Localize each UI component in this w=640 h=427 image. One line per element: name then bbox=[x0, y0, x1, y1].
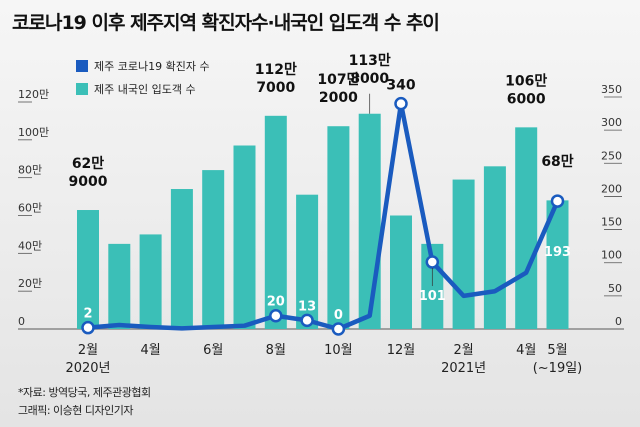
left-axis-tick-label: 120만 bbox=[18, 88, 49, 101]
line-data-label: 20 bbox=[267, 295, 285, 310]
bar bbox=[358, 113, 381, 329]
bar bbox=[390, 215, 412, 329]
line-data-label: 2 bbox=[83, 307, 92, 322]
left-axis-tick-label: 60만 bbox=[18, 202, 42, 215]
bar-data-label: 9000 bbox=[69, 174, 108, 190]
line-data-label: 101 bbox=[419, 289, 446, 304]
bar-data-label: 106만 bbox=[505, 73, 547, 89]
x-tick-label: 2월 bbox=[78, 343, 98, 358]
right-axis-tick-label: 50 bbox=[608, 282, 622, 295]
x-tick-label: 2월 bbox=[453, 343, 473, 358]
bar bbox=[327, 126, 350, 329]
bar-data-label: 2000 bbox=[319, 90, 358, 106]
line-point bbox=[550, 194, 565, 208]
bar bbox=[515, 127, 538, 330]
line-point bbox=[425, 255, 440, 269]
left-axis-tick-label: 80만 bbox=[18, 164, 42, 177]
line-series bbox=[87, 101, 560, 332]
source-note: *자료: 방역당국, 제주관광협회 bbox=[18, 386, 151, 399]
bar-data-label: 62만 bbox=[72, 156, 104, 172]
bar bbox=[264, 115, 287, 329]
bar-data-label: 8000 bbox=[350, 71, 389, 87]
x-tick-sublabel: 2020년 bbox=[65, 361, 110, 376]
left-axis-tick-label: 40만 bbox=[18, 239, 42, 252]
x-tick-label: 10월 bbox=[324, 343, 353, 358]
legend-swatch bbox=[76, 60, 88, 72]
bar bbox=[170, 189, 193, 329]
right-axis-tick-label: 350 bbox=[601, 83, 622, 96]
right-axis-tick-label: 300 bbox=[601, 116, 622, 129]
right-axis-tick-label: 200 bbox=[601, 182, 622, 195]
bar bbox=[483, 166, 506, 329]
right-axis-tick-label: 0 bbox=[615, 315, 622, 328]
bar bbox=[139, 234, 162, 329]
left-axis-tick-label: 20만 bbox=[18, 277, 42, 290]
x-tick-sublabel: (~19일) bbox=[533, 361, 583, 376]
right-axis-tick-label: 250 bbox=[601, 149, 622, 162]
line-point bbox=[300, 313, 314, 328]
legend-label: 제주 내국인 입도객 수 bbox=[94, 83, 196, 96]
x-tick-label: 6월 bbox=[203, 343, 223, 358]
bar-data-label: 107만 bbox=[317, 72, 359, 88]
bar bbox=[233, 145, 256, 329]
right-axis-tick-label: 150 bbox=[601, 216, 622, 229]
line-data-label: 0 bbox=[334, 308, 343, 323]
right-axis-tick-label: 100 bbox=[601, 249, 622, 262]
x-tick-label: 4월 bbox=[140, 343, 160, 358]
bar bbox=[108, 243, 131, 329]
line-point bbox=[81, 320, 95, 335]
bar bbox=[296, 194, 319, 329]
line-data-label: 13 bbox=[298, 299, 316, 314]
bar bbox=[452, 179, 475, 329]
line-data-label: 193 bbox=[544, 245, 571, 260]
bar bbox=[202, 170, 225, 329]
credit-note: 그래픽: 이승현 디자인기자 bbox=[18, 404, 134, 417]
bar-data-label: 68만 bbox=[541, 154, 573, 170]
legend-label: 제주 코로나19 확진자 수 bbox=[94, 60, 210, 73]
chart-title: 코로나19 이후 제주지역 확진자수·내국인 입도객 수 추이 bbox=[12, 12, 440, 34]
left-axis-tick-label: 100만 bbox=[18, 126, 49, 139]
bar-data-label: 113만 bbox=[349, 53, 391, 69]
line-point bbox=[269, 308, 283, 323]
line-point bbox=[331, 322, 346, 336]
bar-data-label: 7000 bbox=[256, 80, 295, 96]
bar bbox=[77, 210, 99, 329]
legend-swatch bbox=[76, 83, 88, 95]
x-tick-sublabel: 2021년 bbox=[441, 361, 486, 376]
line-point bbox=[394, 96, 408, 111]
bar bbox=[546, 200, 569, 329]
x-tick-label: 12월 bbox=[387, 343, 416, 358]
x-tick-label: 8월 bbox=[266, 343, 286, 358]
bar-data-label: 112만 bbox=[255, 62, 297, 78]
line-data-label: 340 bbox=[386, 78, 415, 94]
left-axis-tick-label: 0 bbox=[18, 315, 25, 328]
x-tick-label: 4월 bbox=[516, 343, 536, 358]
x-tick-label: 5월 bbox=[547, 343, 567, 358]
bar-data-label: 6000 bbox=[507, 91, 546, 107]
